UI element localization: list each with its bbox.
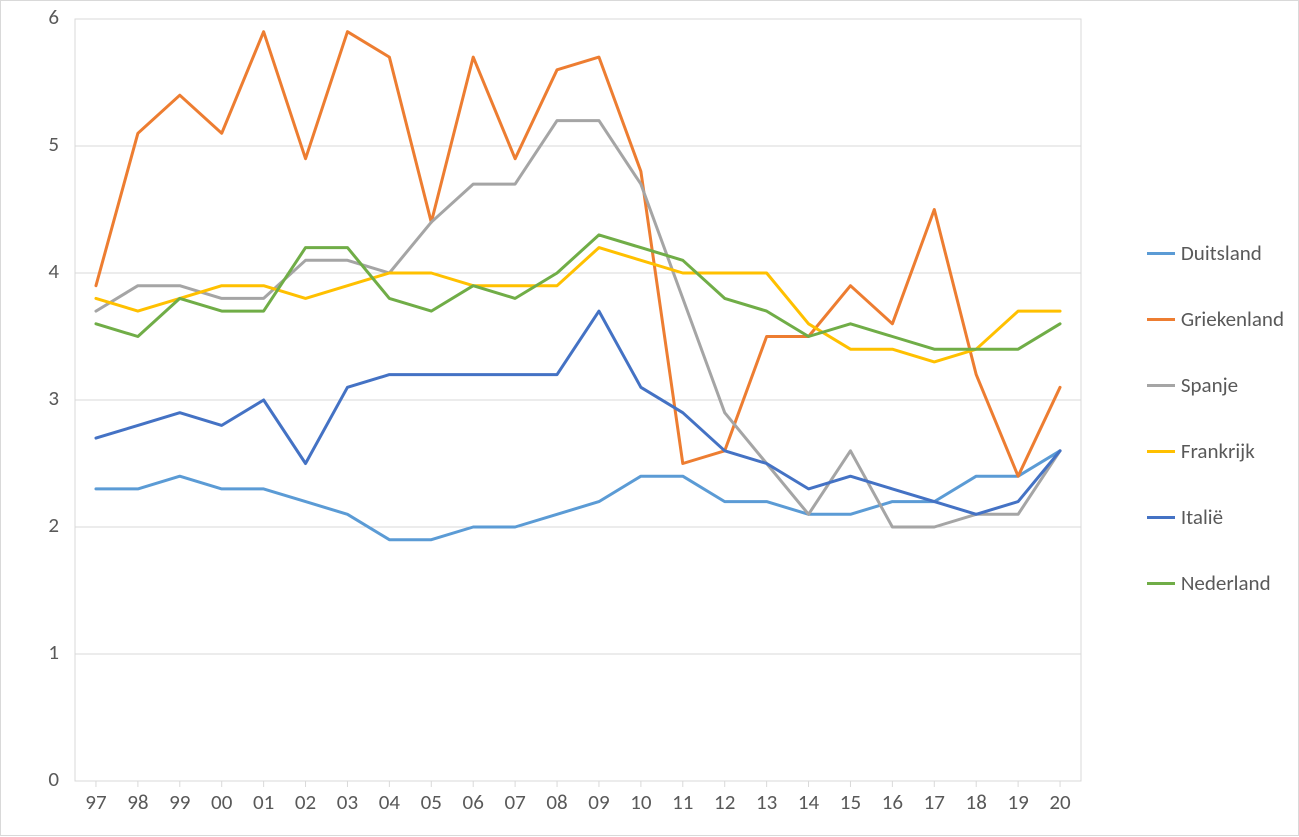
legend-item: Duitsland — [1147, 240, 1284, 266]
x-tick-label: 14 — [798, 789, 820, 815]
x-tick-label: 98 — [127, 789, 148, 815]
x-tick-label: 13 — [756, 789, 777, 815]
legend: Duitsland Griekenland Spanje Frankrijk Itali… — [1147, 240, 1284, 596]
x-tick-label: 03 — [337, 789, 358, 815]
legend-swatch — [1147, 384, 1175, 387]
x-tick-label: 07 — [504, 789, 525, 815]
x-tick-label: 12 — [714, 789, 735, 815]
x-tick-label: 18 — [966, 789, 987, 815]
x-tick-label: 01 — [253, 789, 274, 815]
legend-label: Griekenland — [1181, 306, 1284, 332]
x-tick-label: 97 — [85, 789, 106, 815]
x-tick-label: 15 — [840, 789, 861, 815]
chart-container: 0123456979899000102030405060708091011121… — [0, 0, 1299, 836]
x-tick-label: 20 — [1049, 789, 1071, 815]
x-tick-label: 09 — [588, 789, 609, 815]
legend-label: Italië — [1181, 504, 1223, 530]
legend-item: Nederland — [1147, 570, 1284, 596]
chart-plot: 0123456979899000102030405060708091011121… — [1, 1, 1299, 837]
x-tick-label: 04 — [379, 789, 401, 815]
series-line — [96, 121, 1060, 527]
x-tick-label: 00 — [211, 789, 233, 815]
x-tick-label: 17 — [924, 789, 945, 815]
legend-label: Frankrijk — [1181, 438, 1255, 464]
y-tick-label: 0 — [48, 766, 59, 792]
series-line — [96, 235, 1060, 349]
x-tick-label: 10 — [630, 789, 652, 815]
x-tick-label: 06 — [463, 789, 484, 815]
legend-swatch — [1147, 516, 1175, 519]
legend-swatch — [1147, 318, 1175, 321]
y-tick-label: 6 — [48, 4, 59, 30]
x-tick-label: 99 — [169, 789, 190, 815]
legend-item: Griekenland — [1147, 306, 1284, 332]
x-tick-label: 05 — [421, 789, 442, 815]
x-tick-label: 08 — [546, 789, 567, 815]
legend-item: Italië — [1147, 504, 1284, 530]
legend-item: Spanje — [1147, 372, 1284, 398]
y-tick-label: 5 — [48, 131, 59, 157]
legend-swatch — [1147, 252, 1175, 255]
x-tick-label: 19 — [1007, 789, 1028, 815]
y-tick-label: 2 — [48, 512, 59, 538]
legend-label: Spanje — [1181, 372, 1238, 398]
legend-label: Nederland — [1181, 570, 1271, 596]
y-tick-label: 4 — [48, 258, 59, 284]
y-tick-label: 3 — [48, 385, 59, 411]
legend-label: Duitsland — [1181, 240, 1262, 266]
y-tick-label: 1 — [48, 639, 59, 665]
legend-item: Frankrijk — [1147, 438, 1284, 464]
x-tick-label: 16 — [882, 789, 903, 815]
legend-swatch — [1147, 450, 1175, 453]
x-tick-label: 02 — [295, 789, 316, 815]
legend-swatch — [1147, 582, 1175, 585]
x-tick-label: 11 — [672, 789, 693, 815]
series-line — [96, 311, 1060, 514]
